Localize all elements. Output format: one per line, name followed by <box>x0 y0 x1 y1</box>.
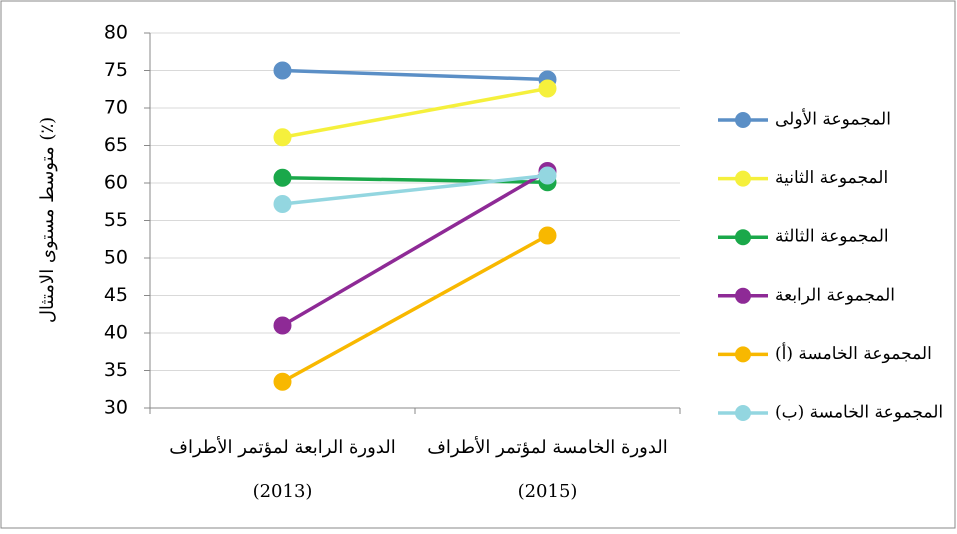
y-tick-label: 40 <box>104 322 128 344</box>
series-line <box>281 169 549 328</box>
series-line <box>282 173 548 206</box>
legend-marker <box>735 346 751 363</box>
legend-marker <box>735 229 751 246</box>
x-tick-label: الدورة الخامسة لمؤتمر الأطراف (2015) <box>427 435 668 502</box>
series-point <box>273 195 292 213</box>
legend-marker <box>735 112 751 128</box>
series-point <box>538 166 557 185</box>
y-tick-label: 70 <box>104 97 128 119</box>
y-tick-label: 60 <box>104 172 128 194</box>
series-line <box>282 86 548 139</box>
legend-label: المجموعة الرابعة <box>775 285 895 305</box>
series-point <box>273 316 292 335</box>
y-tick-label: 50 <box>104 247 128 269</box>
series-line <box>281 233 549 384</box>
legend-marker <box>735 170 751 187</box>
y-tick-label: 65 <box>104 134 128 156</box>
y-tick-label: 30 <box>104 397 128 419</box>
legend-label: المجموعة الأولى <box>775 109 891 130</box>
series-point <box>273 61 292 80</box>
legend-label: المجموعة الثانية <box>775 168 888 188</box>
y-tick-label: 80 <box>104 22 128 44</box>
series-point <box>273 128 292 147</box>
legend-label: المجموعة الثالثة <box>775 227 889 247</box>
series-point <box>273 372 292 391</box>
y-tick-label: 55 <box>104 209 128 231</box>
x-tick-label: الدورة الرابعة لمؤتمر الأطراف (2013) <box>169 435 395 502</box>
series-point <box>273 168 292 187</box>
y-tick-label: 75 <box>104 59 128 81</box>
legend-label: المجموعة الخامسة (أ) <box>775 342 932 364</box>
legend-label: المجموعة الخامسة (ب) <box>775 403 943 423</box>
legend-marker <box>735 287 751 304</box>
y-tick-label: 35 <box>104 359 128 381</box>
series-line <box>282 68 548 82</box>
y-axis-label: متوسط مستوى الامتثال (٪) <box>37 117 58 323</box>
y-tick-label: 45 <box>104 284 128 306</box>
series-point <box>538 79 557 98</box>
legend-marker <box>735 405 751 421</box>
series-point <box>538 226 557 245</box>
